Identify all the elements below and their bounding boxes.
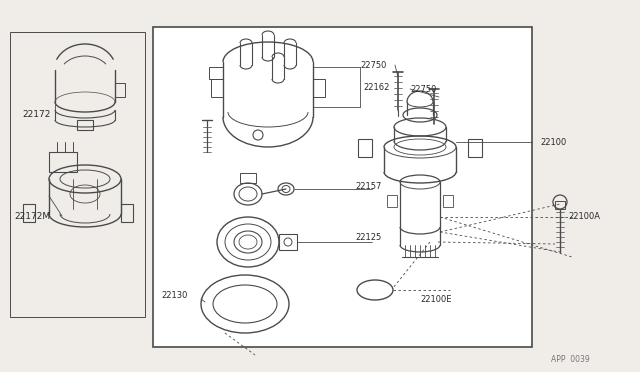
Text: 22750: 22750 bbox=[410, 84, 436, 93]
Bar bbox=[49, 152, 77, 172]
Bar bbox=[115, 83, 125, 97]
Bar bbox=[358, 139, 372, 157]
Bar bbox=[468, 139, 482, 157]
Text: 22125: 22125 bbox=[355, 232, 381, 241]
Text: 22172M: 22172M bbox=[14, 212, 50, 221]
Bar bbox=[121, 204, 133, 222]
Bar bbox=[10, 32, 145, 317]
Bar bbox=[555, 201, 565, 209]
Bar bbox=[77, 120, 93, 130]
Text: 22100: 22100 bbox=[540, 138, 566, 147]
Bar bbox=[209, 67, 223, 79]
Text: 22130: 22130 bbox=[161, 292, 188, 301]
Text: 22172: 22172 bbox=[22, 109, 51, 119]
Bar bbox=[240, 173, 256, 183]
Bar bbox=[153, 27, 532, 347]
Bar bbox=[279, 234, 297, 250]
Text: APP  0039: APP 0039 bbox=[551, 356, 590, 365]
Text: 22157: 22157 bbox=[355, 182, 381, 190]
Bar bbox=[313, 79, 325, 97]
Bar bbox=[443, 195, 453, 207]
Text: 22100A: 22100A bbox=[568, 212, 600, 221]
Bar bbox=[211, 79, 223, 97]
Bar bbox=[387, 195, 397, 207]
Text: 22100E: 22100E bbox=[420, 295, 451, 305]
Text: 22750: 22750 bbox=[360, 61, 387, 70]
Bar bbox=[23, 204, 35, 222]
Text: 22162: 22162 bbox=[363, 83, 389, 92]
